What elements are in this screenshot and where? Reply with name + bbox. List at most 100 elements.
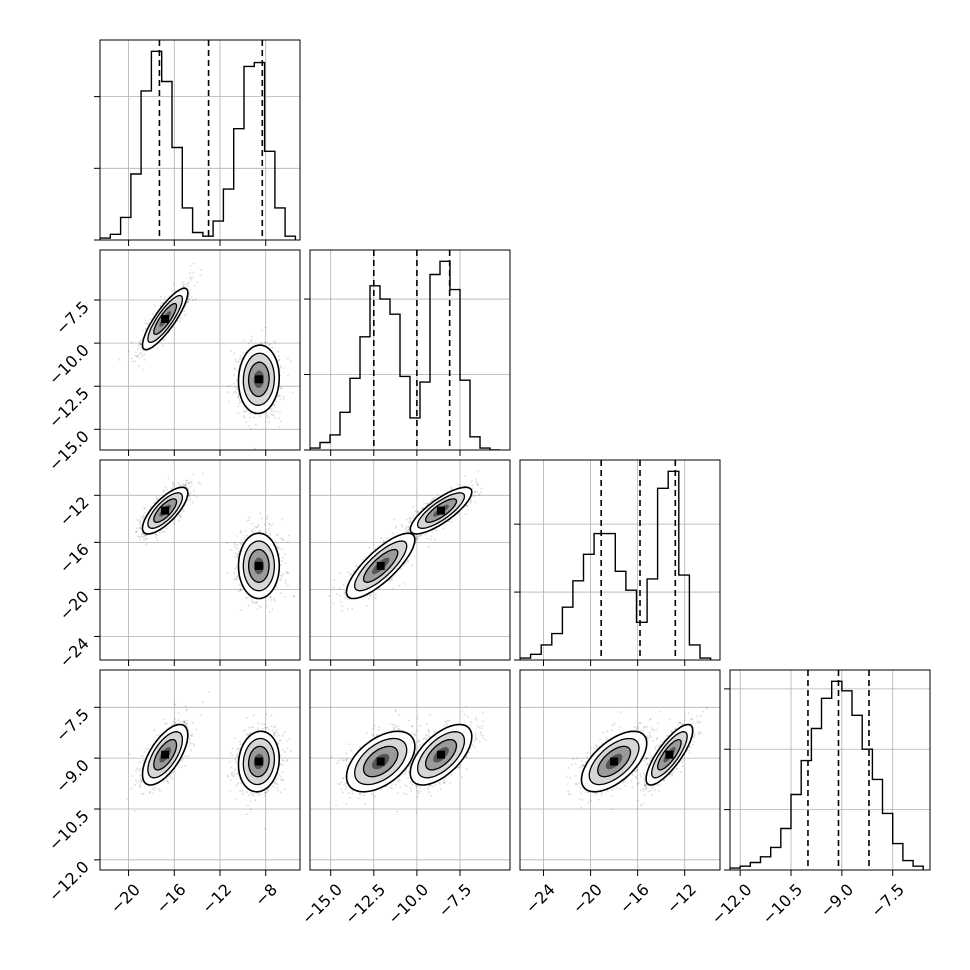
sample-point bbox=[250, 340, 252, 343]
sample-point bbox=[242, 534, 245, 537]
sample-point bbox=[234, 386, 237, 389]
sample-point bbox=[187, 282, 190, 285]
sample-point bbox=[237, 396, 240, 399]
sample-point bbox=[268, 523, 271, 526]
sample-point bbox=[127, 350, 130, 353]
sample-point bbox=[156, 539, 159, 542]
sample-point bbox=[233, 578, 236, 580]
sample-point bbox=[263, 523, 266, 526]
sample-point bbox=[415, 540, 418, 543]
sample-point bbox=[188, 494, 191, 497]
sample-point bbox=[249, 412, 252, 415]
sample-point bbox=[278, 411, 281, 414]
sample-point bbox=[143, 358, 146, 361]
sample-point bbox=[407, 529, 409, 532]
sample-point bbox=[260, 329, 263, 332]
sample-point bbox=[405, 528, 408, 530]
sample-point bbox=[144, 507, 147, 510]
sample-point bbox=[286, 584, 289, 587]
sample-point bbox=[280, 577, 283, 580]
sample-point bbox=[166, 527, 169, 530]
sample-point bbox=[182, 285, 185, 288]
sample-point bbox=[139, 343, 142, 346]
sample-point bbox=[248, 341, 250, 344]
sample-point bbox=[269, 596, 272, 599]
sample-point bbox=[269, 611, 272, 614]
sample-point bbox=[466, 508, 469, 511]
sample-point bbox=[233, 543, 236, 546]
sample-point bbox=[186, 479, 189, 482]
sample-point bbox=[144, 322, 147, 325]
sample-point bbox=[409, 519, 412, 522]
sample-point bbox=[195, 495, 198, 498]
sample-point bbox=[477, 469, 480, 472]
sample-point bbox=[183, 310, 186, 313]
sample-point bbox=[139, 523, 142, 526]
sample-point bbox=[131, 360, 134, 363]
sample-point bbox=[247, 424, 250, 427]
y-tick-label: −16 bbox=[56, 540, 93, 577]
sample-point bbox=[179, 514, 182, 517]
sample-point bbox=[278, 358, 281, 361]
sample-point bbox=[245, 421, 248, 423]
sample-point bbox=[190, 295, 193, 298]
sample-point bbox=[275, 400, 278, 403]
sample-point bbox=[258, 529, 261, 532]
sample-point bbox=[273, 599, 276, 602]
panel-content bbox=[100, 40, 300, 240]
sample-point bbox=[235, 391, 238, 394]
sample-point bbox=[273, 410, 276, 413]
sample-point bbox=[292, 595, 295, 598]
sample-point bbox=[278, 394, 281, 397]
sample-point bbox=[139, 339, 142, 342]
sample-point bbox=[133, 354, 136, 357]
sample-point bbox=[238, 357, 241, 360]
sample-point bbox=[374, 593, 377, 596]
sample-point bbox=[177, 514, 180, 517]
sample-point bbox=[184, 485, 187, 488]
sample-point bbox=[278, 425, 281, 428]
sample-point bbox=[171, 481, 174, 484]
sample-point bbox=[448, 520, 451, 523]
sample-point bbox=[414, 535, 417, 538]
sample-point bbox=[184, 484, 187, 486]
sample-point bbox=[148, 322, 150, 325]
sample-point bbox=[431, 497, 434, 500]
sample-point bbox=[476, 482, 479, 485]
y-tick-label: −15.0 bbox=[45, 427, 93, 475]
sample-point bbox=[192, 473, 195, 476]
sample-point bbox=[135, 355, 138, 358]
sample-point bbox=[252, 416, 255, 419]
sample-point bbox=[255, 602, 258, 605]
sample-point bbox=[172, 482, 175, 485]
sample-point bbox=[282, 573, 285, 576]
sample-point bbox=[260, 342, 262, 345]
sample-point bbox=[475, 481, 478, 483]
sample-point bbox=[254, 525, 256, 528]
panel-content bbox=[100, 250, 300, 450]
sample-point bbox=[284, 580, 287, 582]
sample-point bbox=[183, 509, 186, 512]
sample-point bbox=[191, 501, 194, 504]
sample-point bbox=[138, 519, 141, 522]
sample-point bbox=[281, 574, 284, 577]
sample-point bbox=[144, 538, 147, 541]
sample-point bbox=[246, 519, 249, 522]
sample-point bbox=[272, 597, 275, 600]
sample-point bbox=[179, 317, 182, 320]
sample-point bbox=[248, 519, 251, 522]
sample-point bbox=[234, 552, 237, 555]
sample-point bbox=[167, 477, 170, 480]
histogram-step bbox=[310, 260, 500, 450]
sample-point bbox=[186, 300, 189, 303]
sample-point bbox=[257, 524, 260, 527]
sample-point bbox=[421, 506, 424, 509]
sample-point bbox=[249, 416, 251, 419]
sample-point bbox=[189, 492, 192, 495]
sample-point bbox=[179, 485, 182, 487]
sample-point bbox=[271, 408, 273, 411]
sample-point bbox=[143, 512, 146, 515]
sample-point bbox=[280, 537, 283, 540]
sample-point bbox=[430, 500, 432, 503]
sample-point bbox=[466, 504, 469, 507]
